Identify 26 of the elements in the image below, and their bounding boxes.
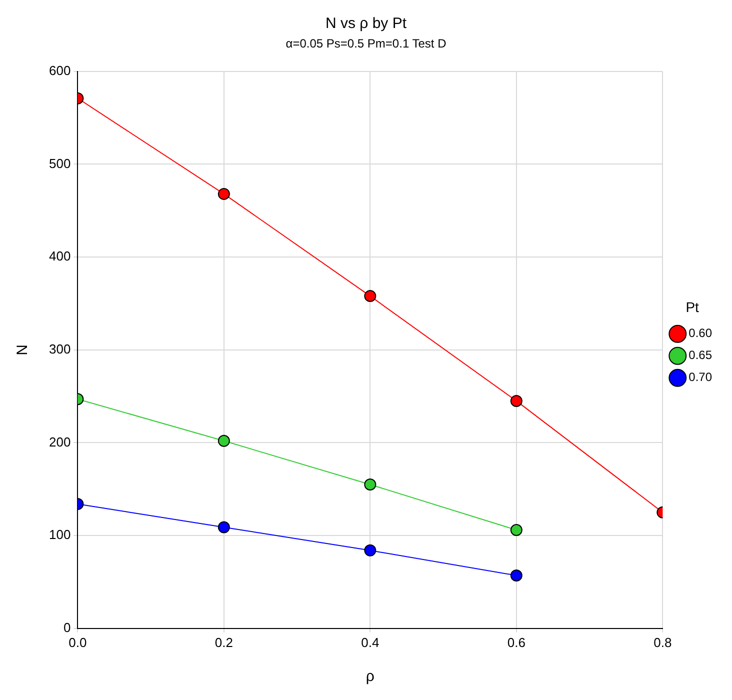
y-tick-label: 200	[48, 434, 71, 450]
point	[510, 524, 522, 536]
x-tick-label: 0.6	[507, 634, 526, 650]
y-tick-label: 400	[48, 248, 71, 264]
chart-title: N vs ρ by Pt	[325, 15, 408, 32]
y-tick-label: 600	[48, 62, 71, 78]
point	[510, 569, 522, 582]
point	[510, 394, 522, 407]
chart-subtitle: α=0.05 Ps=0.5 Pm=0.1 Test D	[286, 36, 447, 51]
legend-label: 0.70	[688, 370, 712, 384]
point	[364, 544, 376, 556]
y-axis-title: N	[14, 344, 32, 356]
x-tick-label: 0.4	[361, 634, 380, 650]
x-tick-label: 0.2	[214, 634, 233, 650]
y-tick-label: 0	[63, 620, 71, 635]
y-tick-label: 100	[48, 527, 71, 542]
legend-label: 0.65	[688, 348, 712, 362]
point	[364, 478, 376, 491]
y-tick-label: 500	[48, 156, 71, 171]
y-tick-label: 300	[48, 341, 71, 356]
x-axis-title: ρ	[366, 668, 374, 686]
x-tick-label: 0.0	[68, 634, 87, 650]
point	[364, 290, 376, 302]
legend-label: 0.60	[688, 326, 712, 340]
x-tick-label: 0.8	[654, 634, 672, 650]
legend-title: Pt	[686, 298, 700, 315]
